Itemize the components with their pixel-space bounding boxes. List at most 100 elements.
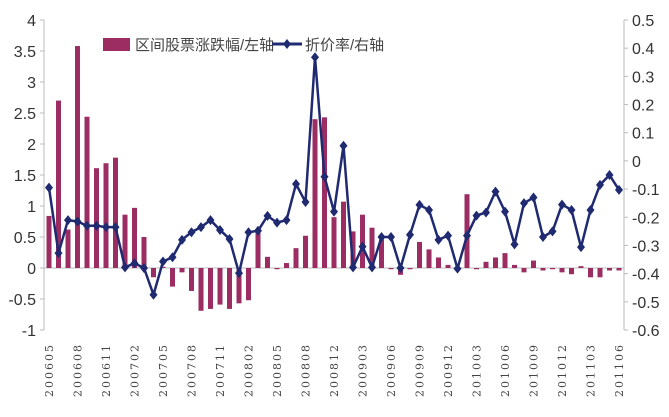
line-point [235,268,243,279]
legend: 区间股票涨跌幅/左轴 折价率/右轴 [103,37,384,54]
bar [122,214,128,268]
x-tick-label: 200705 [157,343,170,397]
bar [274,268,280,270]
x-tick-label: 200906 [385,343,398,397]
bar [426,249,432,268]
bar [369,227,375,268]
bar [198,268,204,311]
line-series [45,52,623,300]
bar [360,214,365,268]
line-point [567,204,576,215]
bar [293,248,299,268]
left-tick-label: 2.5 [14,106,36,123]
line-point [463,230,471,241]
line-point [54,248,63,259]
line-point [206,215,215,226]
line-point [320,171,329,182]
right-tick-label: -0.3 [632,238,660,255]
line-point [368,262,376,273]
right-tick-label: -0.5 [632,295,660,312]
line-point [45,182,53,193]
bar [189,268,194,291]
line-point [292,179,300,190]
line-point [244,227,253,238]
line-point [73,216,82,227]
line-point [330,206,338,217]
line-point [377,232,386,242]
x-tick-label: 200711 [214,343,227,397]
x-tick-label: 201103 [585,343,598,397]
line-point [491,186,500,197]
bar [170,268,175,287]
x-tick-label: 201006 [499,343,512,397]
bar [417,241,422,268]
line-point [501,206,509,217]
line-point [349,262,357,273]
line-point [263,210,272,221]
right-tick-label: -0.2 [632,210,660,227]
bar [588,268,593,278]
line-point [178,234,186,245]
bar [322,117,327,268]
line-point [387,232,395,242]
x-tick-label: 200903 [357,343,370,397]
legend-bar-swatch [103,38,130,51]
bar [255,232,261,268]
bar [445,264,451,268]
line-point [539,232,547,242]
x-tick-label: 200912 [442,343,455,397]
left-tick-label: 0.5 [14,230,36,247]
bar [113,157,118,268]
x-tick-label: 201003 [471,343,484,397]
line-point [102,222,110,233]
right-tick-label: 0.3 [632,69,654,86]
bar-series [46,46,622,311]
line-point [301,197,310,208]
line-point [406,229,414,240]
bar [483,261,489,268]
left-tick-label: 3.5 [14,44,36,61]
line-point [311,52,319,63]
right-tick-label: 0.4 [632,41,654,58]
line-point [64,215,72,226]
x-tick-label: 200802 [243,343,256,397]
bar [217,268,223,305]
line-point [596,179,604,190]
line-point [510,239,519,250]
bar [493,257,498,268]
bar [521,268,527,273]
left-tick-label: 3 [27,75,36,92]
bar [94,168,99,268]
left-tick-label: 4 [27,13,36,30]
bar [46,215,52,268]
bar [616,268,622,271]
line-point [453,263,462,274]
bar [208,268,213,309]
bar [540,268,546,271]
bar [474,268,479,270]
legend-line-label: 折价率/右轴 [305,37,384,54]
line-point [83,220,91,231]
line-point [339,140,348,151]
right-tick-label: 0 [632,154,641,171]
line-point [444,230,452,241]
line-point [130,258,139,269]
left-tick-label: 0 [27,261,36,278]
x-tick-label: 201106 [613,343,626,397]
line-point [415,199,424,210]
line-point [121,262,129,273]
x-tick-label: 200605 [43,343,56,397]
bar [436,257,441,268]
line-point [273,217,281,228]
line-point [254,225,262,236]
left-tick-label: 1 [27,199,36,216]
bar [331,217,337,268]
line-point [149,289,158,300]
bar [151,268,156,278]
bar [84,116,90,268]
right-tick-label: 0.2 [632,98,654,115]
bar [227,268,232,309]
bar [607,268,612,271]
x-tick-label: 200708 [186,343,199,397]
left-tick-label: 1.5 [14,168,36,185]
